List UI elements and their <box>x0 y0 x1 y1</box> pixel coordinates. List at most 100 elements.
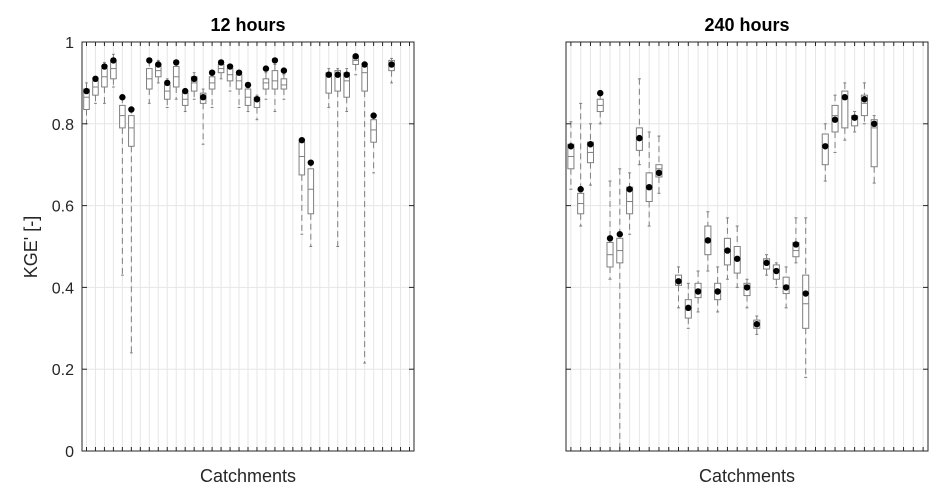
point-marker <box>343 71 350 78</box>
boxplot <box>802 217 810 378</box>
boxplot <box>655 135 663 194</box>
boxplot <box>821 123 829 182</box>
point-marker <box>334 71 341 78</box>
boxplot <box>110 53 117 88</box>
boxplot <box>163 78 171 108</box>
boxplot <box>325 68 333 108</box>
chart-title: 240 hours <box>704 15 789 35</box>
boxplot <box>577 102 585 227</box>
boxplot <box>199 88 207 145</box>
boxplot <box>172 59 180 100</box>
point-marker <box>861 96 868 103</box>
box <box>271 70 279 90</box>
box <box>334 70 342 92</box>
box <box>802 274 810 329</box>
box <box>307 168 315 215</box>
y-tick-label: 0.2 <box>52 362 74 379</box>
boxplot <box>262 65 270 100</box>
boxplot <box>343 68 350 113</box>
box <box>128 115 135 147</box>
y-tick-label: 0.8 <box>52 117 74 134</box>
point-marker <box>253 96 261 103</box>
boxplot <box>860 82 868 125</box>
point-marker <box>190 75 198 83</box>
boxplot <box>704 211 712 272</box>
point-marker <box>217 59 225 66</box>
point-marker <box>753 321 760 328</box>
point-marker <box>164 79 171 87</box>
boxplot <box>763 254 771 276</box>
y-axis-label: KGE' [-] <box>21 216 41 278</box>
point-marker <box>645 183 653 191</box>
point-marker <box>361 61 368 68</box>
point-marker <box>606 235 614 242</box>
point-marker <box>802 290 809 297</box>
point-marker <box>724 247 731 254</box>
boxplot <box>244 81 252 113</box>
point-marker <box>388 61 395 68</box>
box-series <box>83 53 395 364</box>
point-marker <box>782 284 790 291</box>
boxplot <box>352 53 359 76</box>
boxplot <box>694 270 702 313</box>
point-marker <box>831 116 839 123</box>
boxplot <box>596 89 604 125</box>
point-marker <box>655 169 663 177</box>
point-marker <box>743 284 751 291</box>
point-marker <box>208 69 216 76</box>
point-marker <box>280 67 288 74</box>
point-marker <box>626 186 633 193</box>
box <box>841 90 849 129</box>
boxplot <box>226 63 234 92</box>
point-marker <box>83 87 90 95</box>
point-marker <box>128 106 135 113</box>
boxplot <box>235 69 243 108</box>
point-marker <box>262 65 270 72</box>
boxplot <box>674 266 683 309</box>
point-marker <box>870 120 878 128</box>
point-marker <box>101 63 108 70</box>
point-marker <box>714 288 721 295</box>
box <box>235 74 243 90</box>
point-marker <box>244 81 252 89</box>
point-marker <box>841 94 849 101</box>
y-axis-ticks <box>566 41 928 452</box>
boxplot <box>181 87 189 113</box>
boxplot <box>733 225 741 288</box>
boxplot <box>370 112 377 174</box>
boxplot <box>626 172 634 235</box>
boxplot <box>606 180 614 280</box>
boxplot <box>92 75 99 104</box>
boxplot <box>567 121 575 190</box>
chart-panel-12-hours: 0 0.2 0.4 0.6 0.8 1 12 hours Catchments <box>52 15 415 486</box>
point-marker <box>181 87 189 95</box>
point-marker <box>675 278 682 285</box>
boxplot <box>388 57 395 84</box>
point-marker <box>694 288 702 295</box>
box <box>101 68 108 88</box>
point-marker <box>822 143 829 150</box>
point-marker <box>616 231 624 238</box>
point-marker <box>92 75 99 83</box>
point-marker <box>567 143 575 150</box>
boxplot <box>361 61 368 364</box>
point-marker <box>370 112 377 119</box>
boxplot <box>334 68 342 247</box>
boxplot <box>217 59 225 80</box>
boxplot <box>772 262 780 288</box>
point-marker <box>792 241 800 248</box>
boxplot <box>128 106 135 354</box>
boxplot <box>635 78 643 166</box>
box <box>860 94 868 117</box>
point-marker <box>734 255 741 262</box>
box <box>119 104 126 129</box>
boxplot <box>101 61 108 104</box>
point-marker <box>352 53 359 60</box>
point-marker <box>704 237 712 244</box>
boxplot <box>190 72 198 100</box>
boxplot <box>743 278 751 309</box>
point-marker <box>636 134 643 142</box>
y-tick-label: 0.4 <box>52 280 74 297</box>
box-series <box>567 78 878 452</box>
box <box>298 141 306 176</box>
